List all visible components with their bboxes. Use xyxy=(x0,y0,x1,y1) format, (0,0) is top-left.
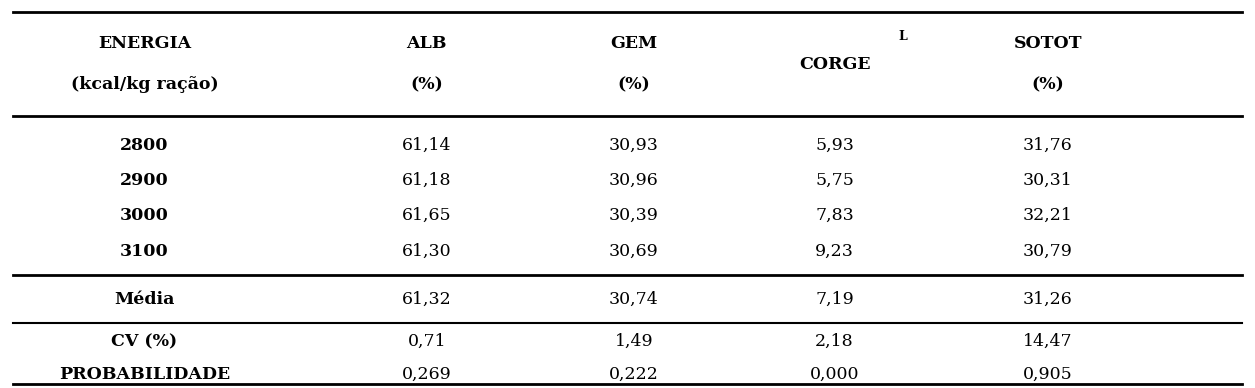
Text: 2800: 2800 xyxy=(120,137,168,154)
Text: 30,93: 30,93 xyxy=(609,137,659,154)
Text: 61,18: 61,18 xyxy=(402,172,452,189)
Text: 61,30: 61,30 xyxy=(402,242,452,260)
Text: SOTOT: SOTOT xyxy=(1014,35,1082,52)
Text: 3100: 3100 xyxy=(120,242,168,260)
Text: 2,18: 2,18 xyxy=(816,333,853,350)
Text: 7,19: 7,19 xyxy=(816,291,853,308)
Text: 0,000: 0,000 xyxy=(809,366,860,383)
Text: (kcal/kg ração): (kcal/kg ração) xyxy=(70,76,218,93)
Text: 31,76: 31,76 xyxy=(1023,137,1073,154)
Text: 0,269: 0,269 xyxy=(402,366,452,383)
Text: 30,39: 30,39 xyxy=(609,207,659,224)
Text: 31,26: 31,26 xyxy=(1023,291,1073,308)
Text: 30,74: 30,74 xyxy=(609,291,659,308)
Text: Média: Média xyxy=(114,291,174,308)
Text: 30,69: 30,69 xyxy=(609,242,659,260)
Text: 30,31: 30,31 xyxy=(1023,172,1073,189)
Text: (%): (%) xyxy=(1032,76,1064,93)
Text: CV (%): CV (%) xyxy=(112,333,177,350)
Text: ALB: ALB xyxy=(407,35,447,52)
Text: 30,79: 30,79 xyxy=(1023,242,1073,260)
Text: (%): (%) xyxy=(410,76,443,93)
Text: 5,93: 5,93 xyxy=(816,137,853,154)
Text: 5,75: 5,75 xyxy=(816,172,853,189)
Text: 32,21: 32,21 xyxy=(1023,207,1073,224)
Text: 7,83: 7,83 xyxy=(816,207,853,224)
Text: 61,14: 61,14 xyxy=(402,137,452,154)
Text: L: L xyxy=(899,29,906,43)
Text: 0,905: 0,905 xyxy=(1023,366,1073,383)
Text: 0,71: 0,71 xyxy=(408,333,446,350)
Text: 2900: 2900 xyxy=(120,172,168,189)
Text: 14,47: 14,47 xyxy=(1023,333,1073,350)
Text: 30,96: 30,96 xyxy=(609,172,659,189)
Text: 0,222: 0,222 xyxy=(609,366,659,383)
Text: 61,65: 61,65 xyxy=(402,207,452,224)
Text: GEM: GEM xyxy=(610,35,658,52)
Text: (%): (%) xyxy=(617,76,650,93)
Text: 3000: 3000 xyxy=(120,207,168,224)
Text: CORGE: CORGE xyxy=(799,55,870,73)
Text: 9,23: 9,23 xyxy=(816,242,853,260)
Text: ENERGIA: ENERGIA xyxy=(98,35,191,52)
Text: 61,32: 61,32 xyxy=(402,291,452,308)
Text: 1,49: 1,49 xyxy=(615,333,653,350)
Text: PROBABILIDADE: PROBABILIDADE xyxy=(59,366,230,383)
